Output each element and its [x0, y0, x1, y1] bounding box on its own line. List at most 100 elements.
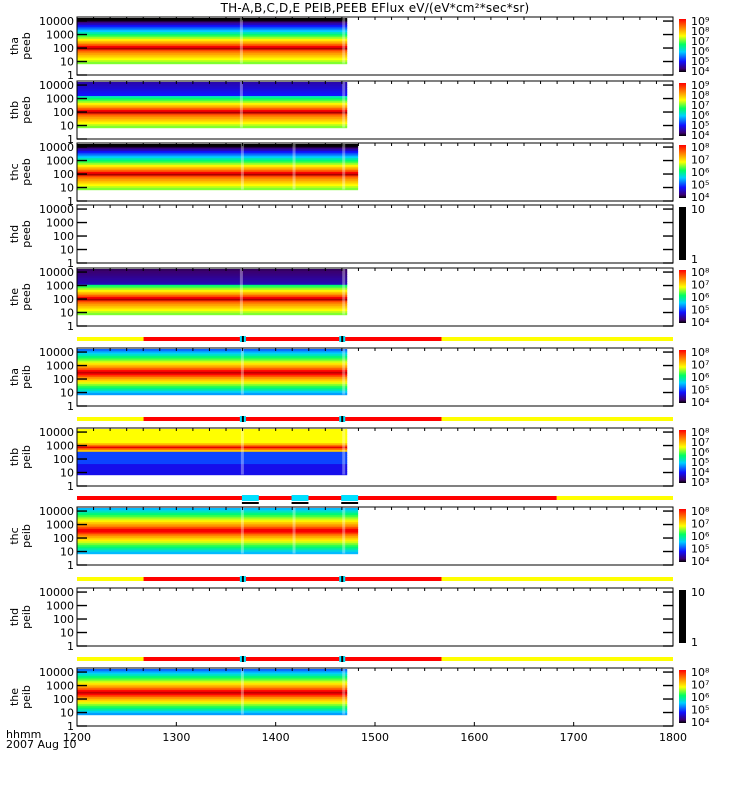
mode-bar-segment	[77, 496, 557, 500]
spectrogram-row	[77, 349, 348, 352]
spectrogram-row	[77, 460, 348, 463]
colorbar-tick-label: 10⁴	[691, 466, 710, 479]
data-gap-marker	[239, 82, 243, 128]
date-label: 2007 Aug 10	[6, 738, 77, 751]
spectrogram-row	[77, 544, 359, 548]
spectrogram-row	[77, 90, 348, 94]
spectrogram-row	[77, 58, 348, 61]
spectrogram-row	[77, 522, 359, 525]
spectrogram-row	[77, 172, 359, 175]
y-tick-label: 10000	[39, 666, 74, 679]
mode-bar-marker-tick	[241, 656, 244, 662]
colorbar	[679, 145, 686, 198]
spectrogram-row	[77, 389, 348, 392]
spectrogram-row	[77, 446, 348, 449]
mode-bar-marker-tick	[341, 576, 344, 582]
y-tick-label: 100	[53, 373, 74, 386]
data-gap-marker	[342, 429, 346, 475]
mode-bar-segment	[143, 577, 442, 581]
spectrogram-row	[77, 439, 348, 442]
spectrogram-row	[77, 108, 348, 111]
y-tick-label: 1	[67, 559, 74, 572]
mode-bar-marker	[291, 502, 309, 504]
spectrogram-row	[77, 546, 359, 549]
colorbar-tick-label: 10⁸	[691, 266, 710, 279]
spectrogram-row	[77, 690, 348, 693]
colorbar-tick-label: 10	[691, 203, 705, 216]
spectrogram-row	[77, 444, 348, 448]
colorbar	[679, 270, 686, 323]
spectrogram-row	[77, 312, 348, 316]
y-tick-label: 1	[67, 195, 74, 208]
spectrogram-row	[77, 465, 348, 469]
spectrogram-row	[77, 85, 348, 88]
spectrogram-row	[77, 373, 348, 376]
y-tick-label: 10000	[39, 15, 74, 28]
spectrogram-row	[77, 32, 348, 35]
colorbar-tick-label: 10⁸	[691, 505, 710, 518]
mode-bar-cyan	[341, 495, 359, 501]
colorbar-tick-label: 10⁷	[691, 279, 709, 292]
spectrogram-row	[77, 99, 348, 102]
x-tick-label: 1300	[162, 731, 190, 744]
spectrogram-row	[77, 53, 348, 56]
spectrogram-row	[77, 295, 348, 298]
spectrogram-row	[77, 707, 348, 710]
spectrogram-row	[77, 110, 348, 113]
spectrogram-row	[77, 520, 359, 523]
y-axis-product-label: peib	[20, 685, 33, 709]
y-tick-label: 1	[67, 257, 74, 270]
y-tick-label: 1000	[46, 680, 74, 693]
spectrogram-row	[77, 537, 359, 541]
spectrogram-row	[77, 94, 348, 97]
colorbar-tick-label: 10⁹	[691, 79, 709, 92]
colorbar	[679, 430, 686, 483]
y-tick-label: 10000	[39, 266, 74, 279]
spectrogram-row	[77, 516, 359, 520]
spectrogram-row	[77, 23, 348, 26]
spectrogram-row	[77, 455, 348, 458]
spectrogram-row	[77, 120, 348, 123]
colorbar-tick-label: 10⁵	[691, 543, 709, 556]
spectrogram-row	[77, 712, 348, 716]
data-gap-marker	[240, 429, 244, 475]
spectrogram-row	[77, 288, 348, 291]
spectrogram-row	[77, 681, 348, 684]
y-tick-label: 1	[67, 133, 74, 146]
colorbar-tick-label: 10⁶	[691, 371, 710, 384]
spectrogram-row	[77, 705, 348, 709]
colorbar-tick-label: 10⁴	[691, 129, 710, 142]
spectrogram-row	[77, 25, 348, 28]
x-axis-label: hhmm	[6, 728, 42, 741]
y-axis-probe-label: tha	[8, 37, 21, 55]
y-tick-label: 1000	[46, 360, 74, 373]
y-tick-label: 10	[60, 120, 74, 133]
spectrogram-row	[77, 28, 348, 31]
spectrogram-row	[77, 515, 359, 518]
spectrogram-row	[77, 61, 348, 65]
spectrogram-row	[77, 83, 348, 87]
spectrogram-row	[77, 270, 348, 274]
spectrogram-row	[77, 30, 348, 33]
spectrogram-row	[77, 702, 348, 705]
spectrogram-row	[77, 676, 348, 679]
y-tick-label: 1	[67, 69, 74, 82]
mode-bar-segment	[77, 417, 144, 421]
y-tick-label: 100	[53, 532, 74, 545]
spectrogram-row	[77, 462, 348, 465]
colorbar-tick-label: 10⁷	[691, 679, 709, 692]
colorbar-tick-label: 10⁴	[691, 191, 710, 204]
colorbar-tick-label: 10⁸	[691, 25, 710, 38]
y-axis-probe-label: the	[8, 688, 21, 706]
mode-bar-segment	[441, 337, 673, 341]
data-gap-marker	[239, 269, 243, 315]
spectrogram-row	[77, 124, 348, 127]
colorbar	[679, 509, 686, 562]
spectrogram-row	[77, 509, 359, 513]
spectrogram-row	[77, 159, 359, 163]
spectrogram-row	[77, 532, 359, 535]
colorbar-tick-label: 10⁵	[691, 179, 709, 192]
